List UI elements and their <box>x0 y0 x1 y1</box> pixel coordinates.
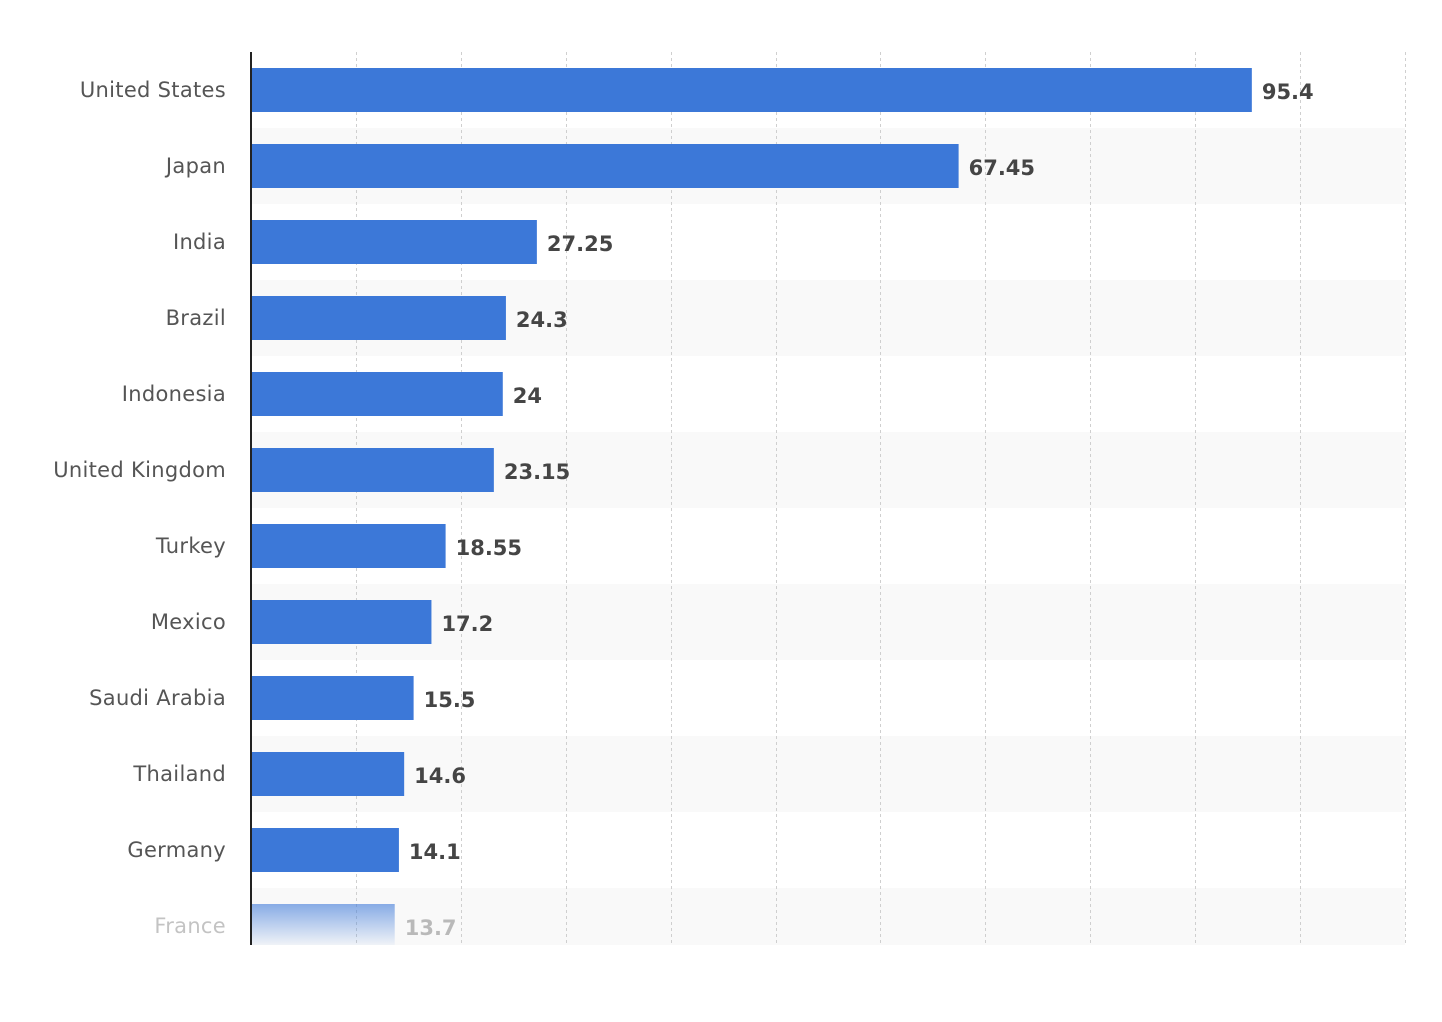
bar-turkey <box>251 524 446 568</box>
category-label-indonesia: Indonesia <box>122 382 226 406</box>
bar-united-kingdom <box>251 448 494 492</box>
value-label-germany: 14.1 <box>409 840 461 864</box>
row-stripes <box>251 128 1405 945</box>
bars <box>251 68 1252 945</box>
value-labels: 95.4 67.45 27.25 24.3 24 23.15 18.55 17.2 15.5 14… <box>405 80 1314 940</box>
category-label-thailand: Thailand <box>132 762 226 786</box>
value-label-thailand: 14.6 <box>414 764 466 788</box>
category-labels: United States Japan India Brazil Indonesia Un… <box>53 78 226 938</box>
row-stripe <box>251 736 1405 812</box>
value-label-japan: 67.45 <box>969 156 1035 180</box>
value-label-indonesia: 24 <box>513 384 542 408</box>
bar-indonesia <box>251 372 503 416</box>
value-label-france: 13.7 <box>405 916 457 940</box>
row-stripe <box>251 584 1405 660</box>
bar-united-states <box>251 68 1252 112</box>
category-label-india: India <box>173 230 226 254</box>
value-label-turkey: 18.55 <box>456 536 522 560</box>
value-label-india: 27.25 <box>547 232 613 256</box>
bar-india <box>251 220 537 264</box>
row-stripe <box>251 888 1405 945</box>
category-label-united-kingdom: United Kingdom <box>53 458 226 482</box>
category-label-mexico: Mexico <box>151 610 226 634</box>
category-label-brazil: Brazil <box>166 306 226 330</box>
category-label-germany: Germany <box>127 838 226 862</box>
bar-thailand <box>251 752 405 796</box>
bar-germany <box>251 828 399 872</box>
category-label-united-states: United States <box>80 78 226 102</box>
bar-japan <box>251 144 959 188</box>
category-label-turkey: Turkey <box>155 534 226 558</box>
category-label-saudi-arabia: Saudi Arabia <box>89 686 226 710</box>
category-label-france: France <box>154 914 226 938</box>
bar-france <box>251 904 395 945</box>
value-label-united-kingdom: 23.15 <box>504 460 570 484</box>
bar-brazil <box>251 296 506 340</box>
bar-saudi-arabia <box>251 676 414 720</box>
value-label-mexico: 17.2 <box>441 612 493 636</box>
value-label-brazil: 24.3 <box>516 308 568 332</box>
value-label-united-states: 95.4 <box>1262 80 1314 104</box>
grid-lines <box>356 52 1406 945</box>
category-label-japan: Japan <box>164 154 226 178</box>
bar-mexico <box>251 600 432 644</box>
value-label-saudi-arabia: 15.5 <box>424 688 476 712</box>
